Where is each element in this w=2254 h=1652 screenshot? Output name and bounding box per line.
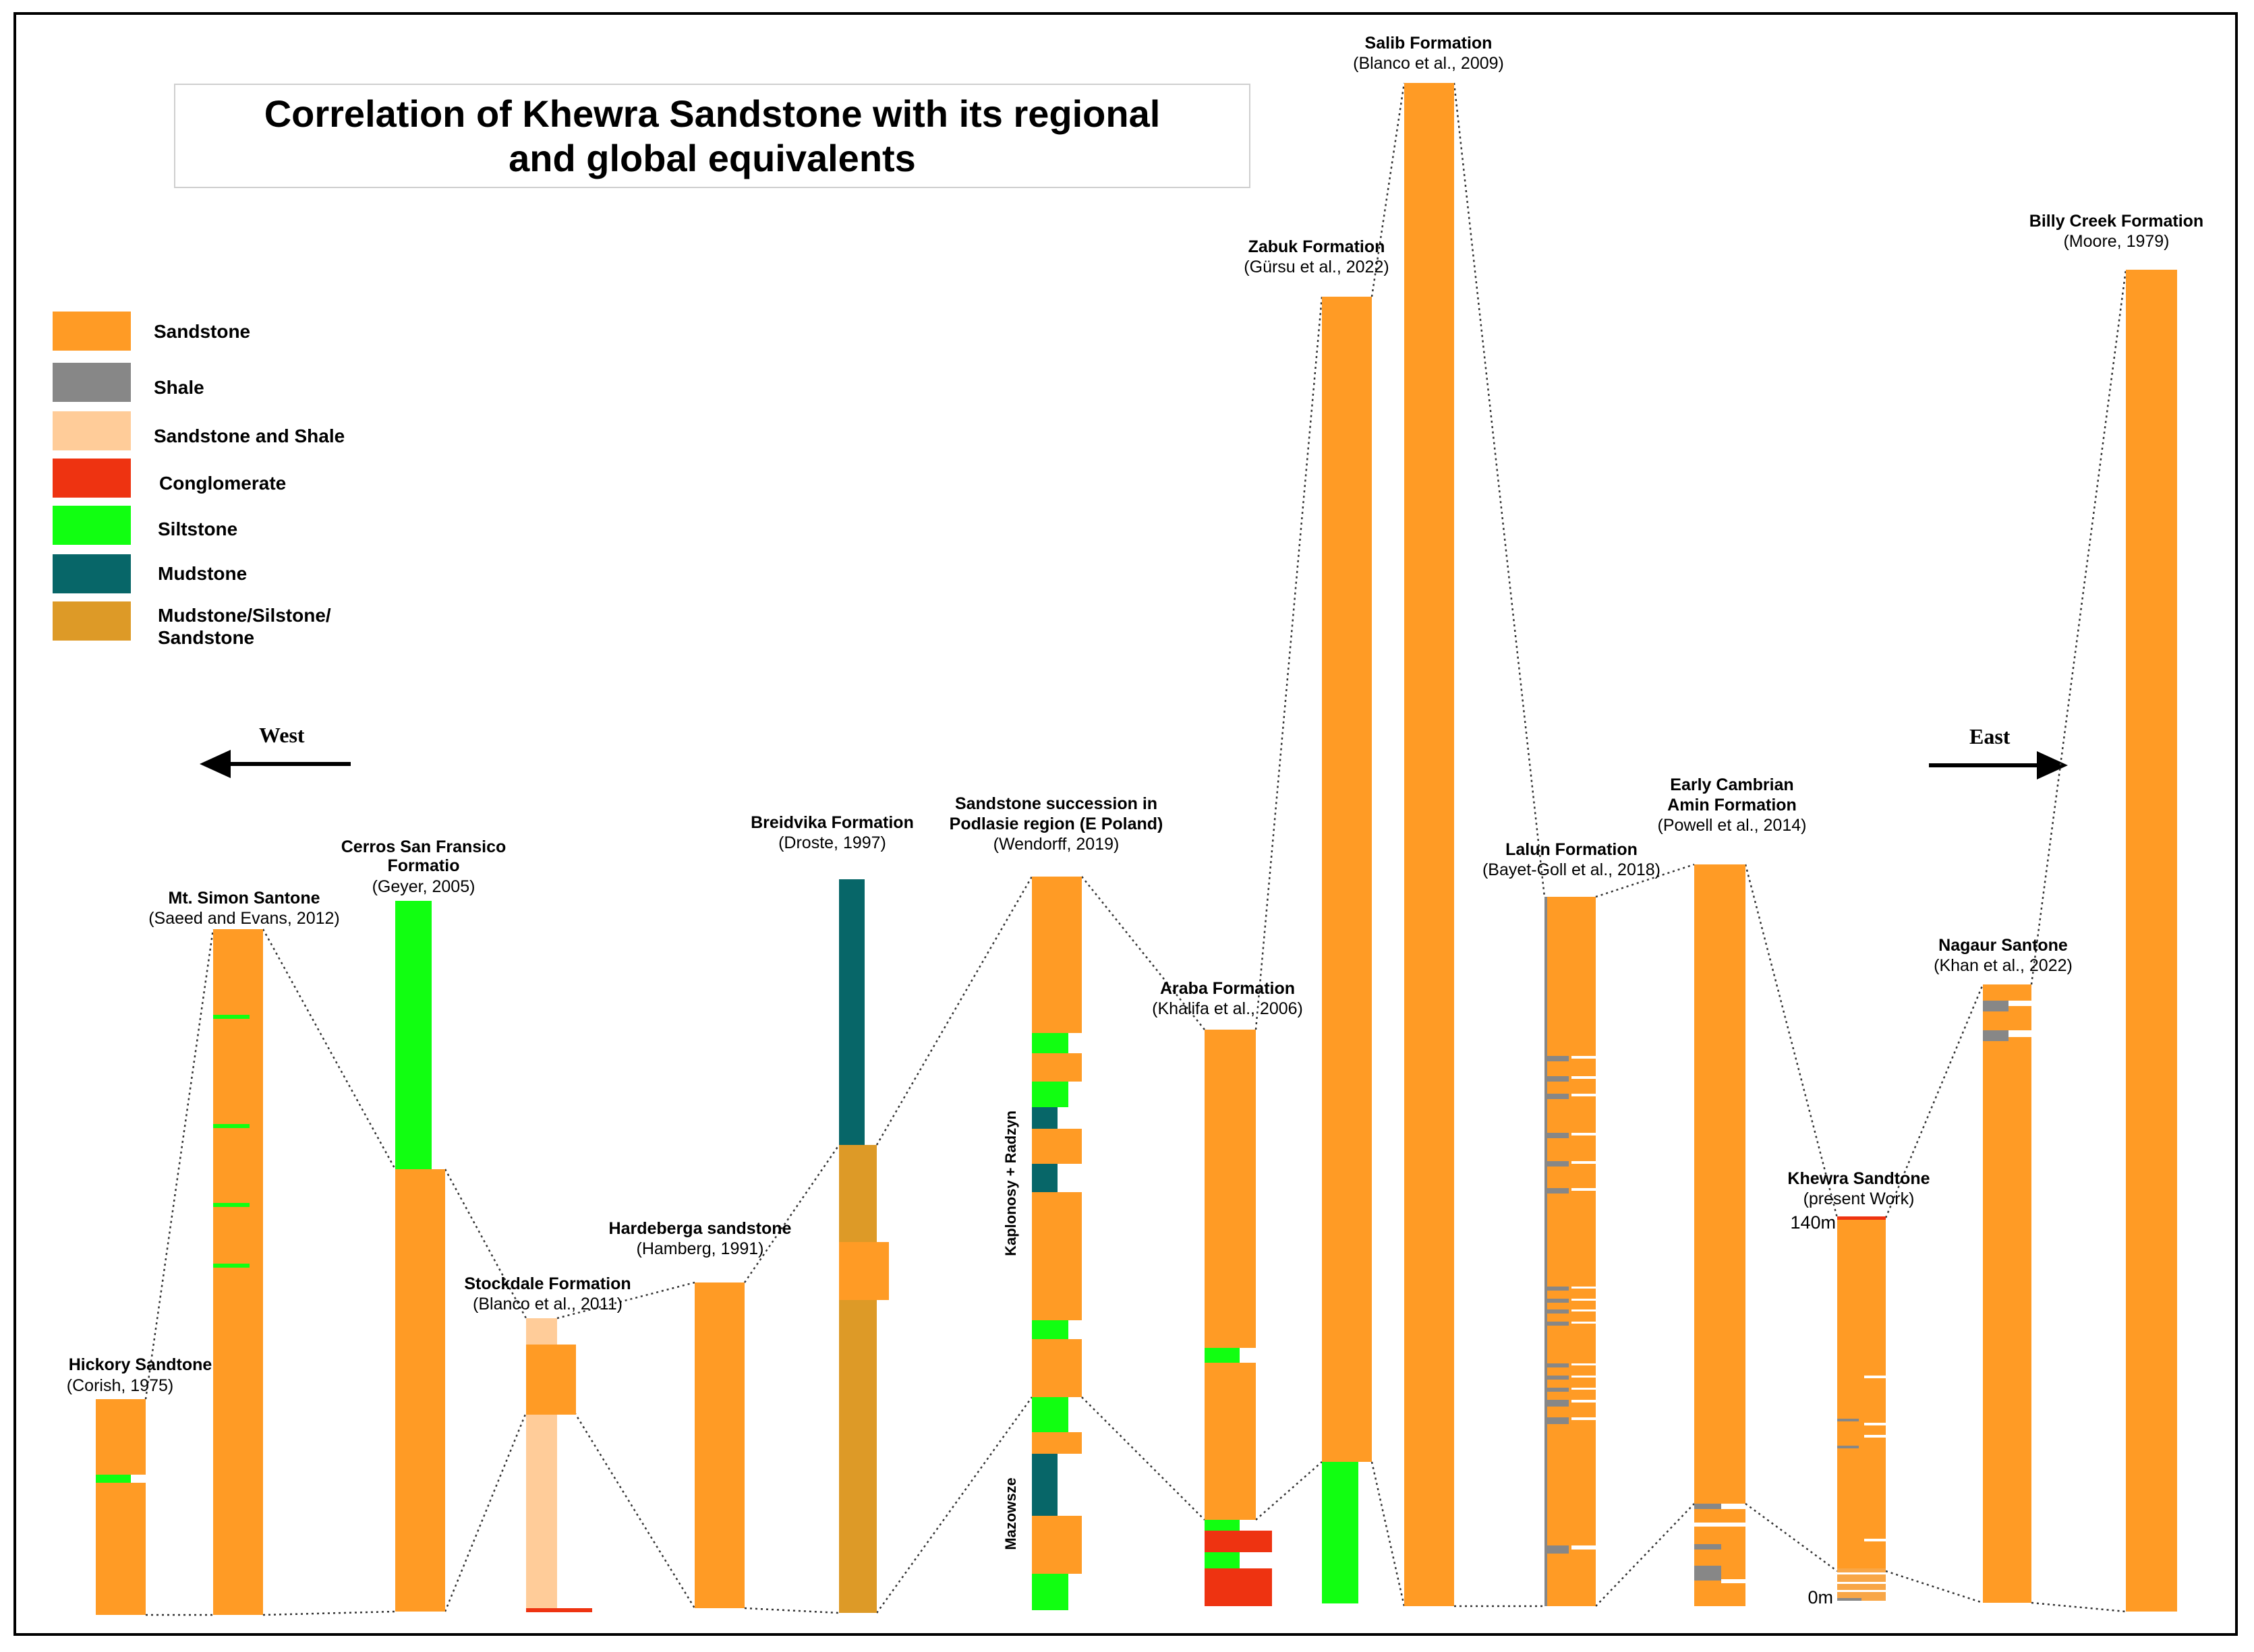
label-salib-name: Salib Formation	[1365, 34, 1493, 53]
label-hardeberga-name: Hardeberga sandstone	[609, 1219, 792, 1238]
legend-label-mudstone: Mudstone	[158, 563, 248, 584]
legend-swatch-conglomerate	[53, 459, 131, 498]
column-araba	[1205, 1030, 1272, 1606]
legend-label-mixed: Mudstone/Silstone/ Sandstone	[158, 605, 331, 648]
east-label: East	[1969, 724, 2011, 748]
label-stockdale-name: Stockdale Formation	[464, 1274, 631, 1293]
column-breidvika	[839, 879, 889, 1613]
legend-label-siltstone: Siltstone	[158, 519, 238, 539]
legend-swatch-siltstone	[53, 506, 131, 545]
label-araba-name: Araba Formation	[1160, 979, 1295, 998]
label-billy-creek-ref: (Moore, 1979)	[2063, 232, 2169, 251]
scale-top-label: 140m	[1790, 1212, 1836, 1233]
column-zabuk	[1322, 297, 1372, 1603]
label-hardeberga-ref: (Hamberg, 1991)	[637, 1239, 764, 1258]
label-zabuk-name: Zabuk Formation	[1248, 237, 1385, 256]
east-arrowhead	[2037, 751, 2068, 779]
legend-label-conglomerate: Conglomerate	[159, 473, 287, 494]
label-stockdale-ref: (Blanco et al., 2011)	[473, 1295, 623, 1314]
side-label-kaplonosy: Kaplonosy + Radzyn	[1002, 1111, 1019, 1256]
legend-swatch-mixed	[53, 601, 131, 641]
label-amin-name-1: Early Cambrian	[1670, 775, 1793, 794]
column-amin	[1694, 864, 1745, 1606]
label-cerros-name-2: Formatio	[388, 856, 460, 875]
label-cerros-name-1: Cerros San Fransico	[341, 837, 507, 856]
column-podlasie	[1032, 877, 1082, 1610]
label-zabuk-ref: (Gürsu et al., 2022)	[1244, 258, 1389, 276]
figure-title: Correlation of Khewra Sandstone with its…	[264, 92, 1161, 179]
column-nagaur	[1983, 984, 2031, 1603]
label-nagaur-ref: (Khan et al., 2022)	[1934, 956, 2073, 975]
column-hickory	[96, 1399, 146, 1615]
legend-label-sandstone-shale: Sandstone and Shale	[154, 425, 345, 446]
label-araba-ref: (Khalifa et al., 2006)	[1152, 999, 1303, 1018]
label-podlasie-name-2: Podlasie region (E Poland)	[950, 815, 1163, 833]
legend-swatch-sandstone	[53, 312, 131, 351]
legend-swatch-shale	[53, 363, 131, 402]
legend-label-sandstone: Sandstone	[154, 321, 251, 342]
west-arrowhead	[200, 750, 231, 778]
label-mt-simon-name: Mt. Simon Santone	[169, 889, 320, 908]
legend-label-shale: Shale	[154, 377, 204, 398]
label-billy-creek-name: Billy Creek Formation	[2029, 212, 2203, 231]
label-amin-name-2: Amin Formation	[1667, 796, 1797, 815]
label-lalun-ref: (Bayet-Goll et al., 2018)	[1482, 860, 1660, 879]
title-box: Correlation of Khewra Sandstone with its…	[174, 84, 1250, 188]
label-mt-simon-ref: (Saeed and Evans, 2012)	[148, 909, 340, 928]
label-khewra-ref: (present Work)	[1803, 1189, 1915, 1208]
column-billy-creek	[2126, 270, 2177, 1612]
west-label: West	[259, 723, 305, 747]
column-lalun	[1544, 897, 1596, 1606]
label-cerros-ref: (Geyer, 2005)	[372, 877, 475, 896]
label-podlasie-ref: (Wendorff, 2019)	[993, 835, 1120, 854]
column-khewra	[1837, 1216, 1886, 1601]
legend-swatch-mudstone	[53, 554, 131, 593]
column-mt-simon	[213, 929, 263, 1615]
figure-frame	[13, 12, 2238, 1636]
correlation-lines	[144, 82, 2127, 1616]
column-hardeberga	[695, 1282, 745, 1608]
label-salib-ref: (Blanco et al., 2009)	[1353, 54, 1504, 73]
label-hickory-ref: (Corish, 1975)	[67, 1376, 173, 1395]
column-cerros	[395, 901, 445, 1612]
label-lalun-name: Lalun Formation	[1505, 840, 1638, 859]
column-salib	[1404, 83, 1454, 1606]
legend-swatch-sandstone-shale	[53, 411, 131, 450]
label-breidvika-name: Breidvika Formation	[751, 813, 914, 832]
label-breidvika-ref: (Droste, 1997)	[778, 833, 886, 852]
column-stockdale	[526, 1318, 592, 1612]
scale-bottom-label: 0m	[1808, 1587, 1833, 1607]
label-amin-ref: (Powell et al., 2014)	[1658, 816, 1807, 835]
side-label-mazowsze: Mazowsze	[1002, 1477, 1019, 1550]
label-hickory-name: Hickory Sandtone	[69, 1355, 212, 1374]
label-khewra-name: Khewra Sandtone	[1787, 1169, 1930, 1188]
label-podlasie-name-1: Sandstone succession in	[955, 794, 1157, 813]
label-nagaur-name: Nagaur Santone	[1938, 936, 2068, 955]
